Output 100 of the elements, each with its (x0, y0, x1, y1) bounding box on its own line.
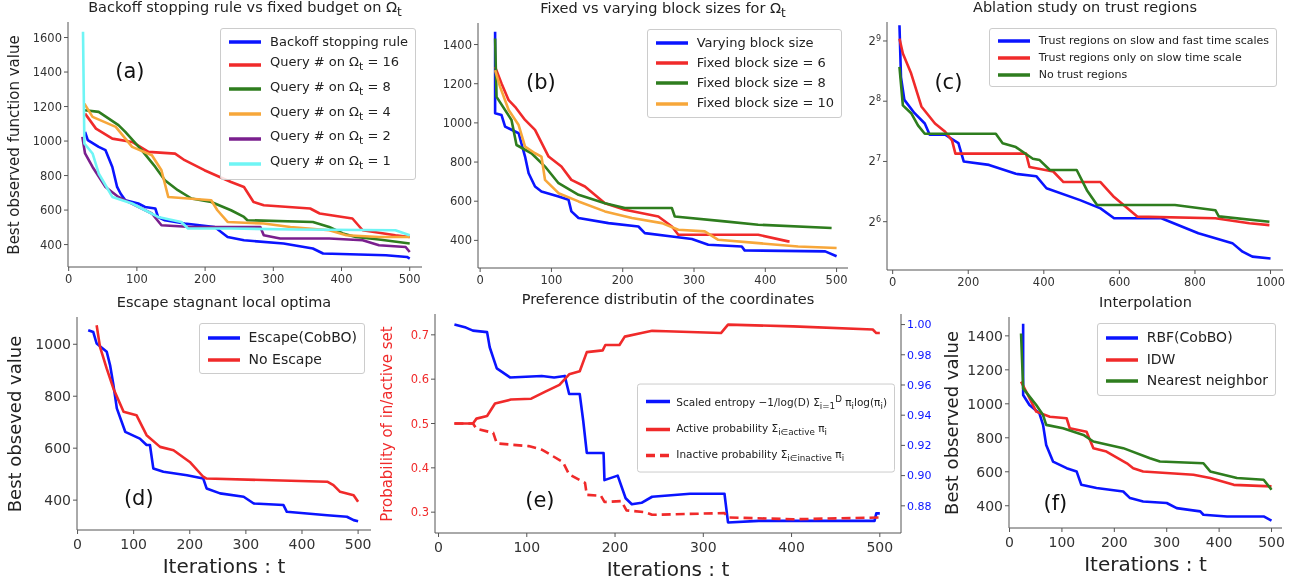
y-tick-label: 1400 (442, 37, 472, 52)
x-tick-label: 1000 (1255, 275, 1286, 290)
chart-title: Ablation study on trust regions (972, 0, 1198, 15)
y2-tick-label: 0.92 (907, 439, 932, 453)
legend-label: Query # on Ω$_{t}$ = 4 (270, 102, 391, 125)
y-tick-label: 1600 (32, 30, 62, 45)
legend-label: Escape(CobBO) (248, 328, 357, 347)
y-tick-label: 400 (40, 237, 62, 252)
x-tick-label: 600 (1108, 275, 1131, 290)
y-tick-label: 600 (40, 203, 62, 218)
y-tick-label: 800 (44, 388, 71, 405)
y2-tick-label: 1.00 (907, 318, 932, 332)
x-tick-label: 0 (889, 275, 897, 290)
legend-label: Backoff stopping rule (270, 33, 408, 51)
x-tick-label: 100 (1048, 533, 1076, 550)
x-tick-label: 400 (1032, 275, 1055, 290)
x-tick-label: 400 (778, 538, 805, 555)
y-tick-label: 1000 (442, 115, 472, 130)
x-axis-title: Iterations : t (605, 557, 731, 581)
line-series (453, 323, 882, 524)
y-axis-title: Best observed value (940, 330, 962, 515)
y-tick-label: 1000 (35, 336, 71, 353)
x-tick-label: 400 (288, 535, 316, 552)
legend-label: Query # on Ω$_{t}$ = 2 (270, 127, 391, 149)
y-tick-label: 1000 (967, 395, 1003, 412)
legend-label: Query # on Ω$_{t}$ = 16 (270, 53, 399, 75)
annotation: (b) (526, 69, 556, 94)
x-tick-label: 400 (754, 273, 777, 288)
line-series (1021, 322, 1273, 522)
x-tick-label: 500 (1258, 533, 1285, 550)
y-tick-label: 1400 (32, 65, 62, 80)
y-tick-label: 1200 (32, 99, 62, 114)
y-tick-label: 1200 (442, 76, 472, 91)
y-tick-label: 400 (450, 233, 472, 248)
legend-label: Active probability Σ$_{i∈active}$ π$_{i}$ (676, 420, 827, 439)
y-tick-label: 800 (976, 429, 1003, 446)
legend-label: Fixed block size = 10 (696, 94, 834, 113)
line-series (81, 30, 412, 237)
y-tick-label: 400 (976, 497, 1003, 514)
x-tick-label: 500 (398, 272, 421, 287)
x-axis-title: Iterations : t (161, 554, 287, 578)
y2-tick-label: 0.88 (907, 499, 932, 513)
x-tick-label: 800 (1183, 275, 1206, 290)
x-tick-label: 500 (825, 273, 848, 288)
line-series (493, 68, 838, 250)
y-tick-label: 400 (44, 492, 71, 509)
y-tick-label: 2$^{8}$ (868, 93, 881, 109)
legend-label: No trust regions (1038, 67, 1128, 84)
legend-label: Varying block size (696, 34, 814, 52)
legend-label: Fixed block size = 6 (696, 54, 826, 73)
x-tick-label: 300 (1153, 533, 1181, 550)
legend-label: Fixed block size = 8 (696, 74, 826, 93)
legend-label: Inactive probability Σ$_{i∈inactive}$ π$_{i}$ (676, 446, 845, 465)
chart-title: Interpolation (1098, 294, 1193, 310)
x-tick-label: 300 (262, 272, 285, 287)
x-tick-label: 0 (434, 538, 443, 555)
chart-title: Preference distributin of the coordinates (520, 291, 816, 307)
line-series (898, 65, 1271, 223)
x-tick-label: 100 (120, 535, 148, 552)
x-tick-label: 0 (65, 272, 73, 287)
x-tick-label: 200 (611, 273, 634, 288)
y-tick-label: 0.6 (410, 372, 429, 387)
y-axis-title: Best obseved value (3, 335, 25, 512)
annotation: (e) (525, 488, 555, 513)
x-tick-label: 200 (176, 535, 204, 552)
y-tick-label: 0.5 (410, 416, 429, 431)
y-tick-label: 800 (40, 168, 62, 183)
chart-title: Escape stagnant local optima (115, 294, 333, 310)
legend-label: Query # on Ω$_{t}$ = 8 (270, 77, 391, 100)
x-tick-label: 400 (330, 272, 353, 287)
x-tick-label: 100 (125, 272, 148, 287)
x-tick-label: 0 (73, 535, 83, 552)
legend-label: Trust regions only on slow time scale (1038, 50, 1242, 67)
annotation: (c) (934, 69, 963, 94)
line-series (1019, 332, 1273, 492)
x-tick-label: 300 (683, 273, 705, 288)
y-tick-label: 600 (450, 194, 472, 209)
x-tick-label: 300 (232, 535, 260, 552)
x-tick-label: 200 (957, 275, 980, 290)
x-axis-title: Iterations : t (1083, 552, 1208, 576)
annotation: (f) (1043, 490, 1068, 515)
legend-label: Trust regions on slow and fast time scales (1038, 33, 1269, 49)
annotation: (a) (115, 59, 145, 83)
x-tick-label: 200 (601, 538, 629, 555)
legend-label: No Escape (248, 349, 322, 369)
y-tick-label: 0.4 (410, 460, 429, 475)
y-tick-label: 0.3 (410, 505, 429, 520)
x-tick-label: 400 (1205, 533, 1233, 550)
y-tick-label: 1400 (967, 327, 1003, 344)
y-tick-label: 2$^{6}$ (868, 214, 881, 229)
x-tick-label: 100 (513, 538, 541, 555)
line-series (493, 37, 833, 230)
legend-label: Query # on Ω$_{t}$ = 1 (270, 152, 391, 174)
x-tick-label: 300 (689, 538, 717, 555)
line-series (898, 37, 1271, 227)
x-tick-label: 100 (540, 273, 563, 288)
x-tick-label: 500 (344, 535, 372, 552)
y-tick-label: 1000 (32, 134, 62, 149)
y2-tick-label: 0.96 (907, 378, 932, 392)
y2-tick-label: 0.90 (907, 469, 932, 483)
